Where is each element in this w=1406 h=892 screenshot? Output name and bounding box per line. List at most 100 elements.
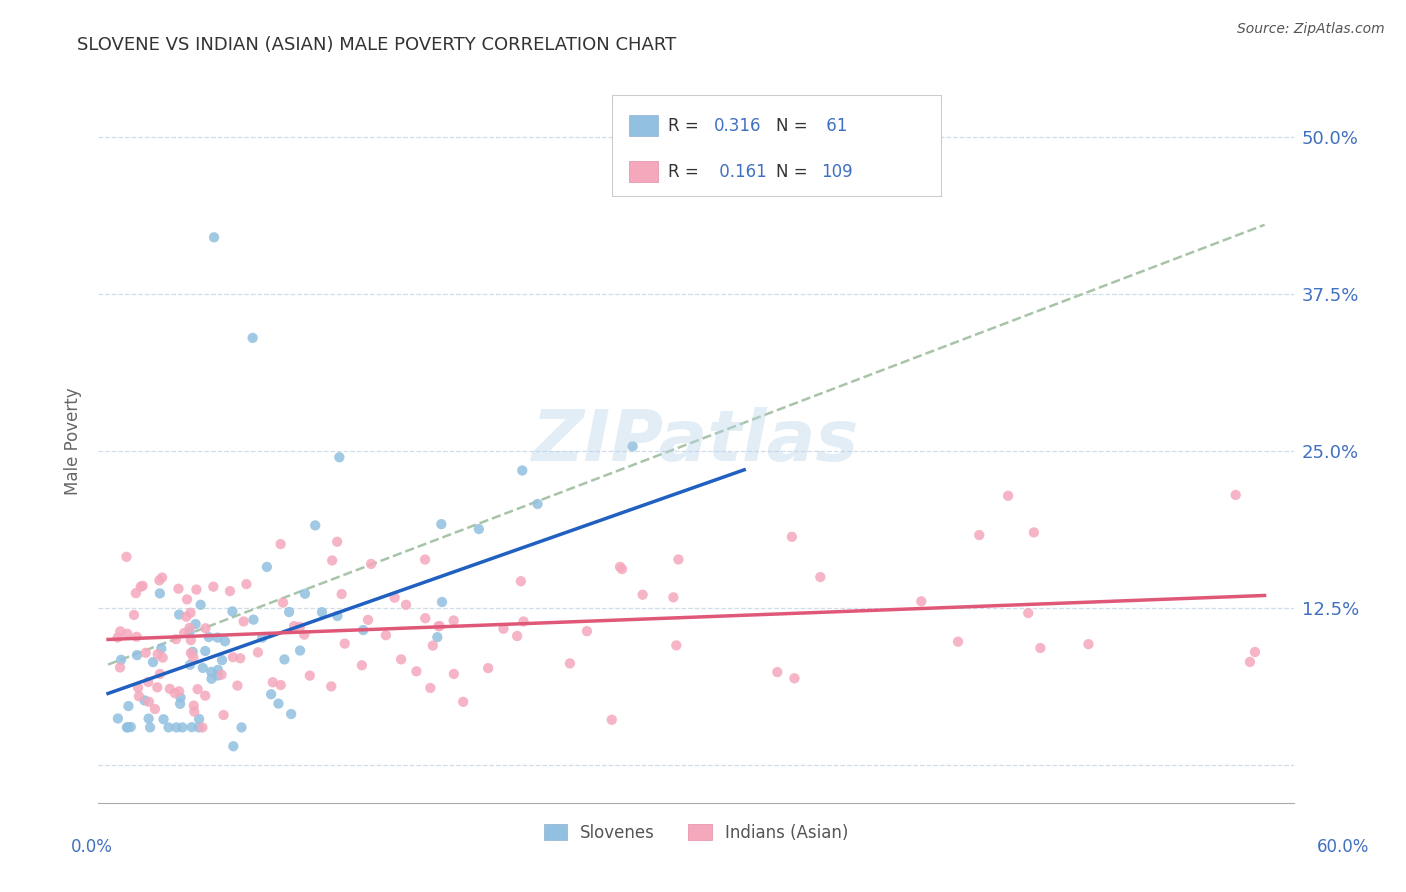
- Point: [149, 667, 172, 681]
- Point: [117, 699, 139, 714]
- Point: [621, 439, 644, 453]
- Point: [780, 530, 803, 544]
- Point: [1022, 525, 1045, 540]
- Point: [662, 591, 685, 605]
- Point: [304, 518, 326, 533]
- Point: [427, 619, 450, 633]
- Point: [443, 614, 465, 628]
- Point: [194, 689, 217, 703]
- Point: [283, 619, 305, 633]
- Point: [256, 560, 278, 574]
- Point: [134, 693, 156, 707]
- Point: [207, 663, 229, 677]
- Point: [946, 634, 969, 648]
- Text: N =: N =: [776, 163, 807, 181]
- Text: 0.161: 0.161: [714, 163, 766, 181]
- Point: [211, 667, 233, 681]
- Point: [468, 522, 491, 536]
- Point: [176, 592, 198, 607]
- Point: [149, 586, 172, 600]
- Point: [143, 702, 166, 716]
- Point: [190, 598, 212, 612]
- Point: [333, 636, 356, 650]
- Y-axis label: Male Poverty: Male Poverty: [65, 388, 83, 495]
- Point: [374, 628, 396, 642]
- Point: [526, 497, 548, 511]
- Text: SLOVENE VS INDIAN (ASIAN) MALE POVERTY CORRELATION CHART: SLOVENE VS INDIAN (ASIAN) MALE POVERTY C…: [77, 36, 676, 54]
- Text: 0.316: 0.316: [714, 118, 762, 136]
- Point: [169, 690, 191, 705]
- Point: [506, 629, 529, 643]
- Point: [271, 596, 294, 610]
- Point: [219, 584, 242, 599]
- Point: [430, 517, 453, 532]
- Point: [260, 687, 283, 701]
- Point: [194, 644, 217, 658]
- Point: [311, 605, 333, 619]
- Point: [360, 557, 382, 571]
- Point: [967, 528, 990, 542]
- Point: [389, 652, 412, 666]
- Point: [179, 657, 201, 672]
- Point: [184, 617, 207, 632]
- Point: [298, 668, 321, 682]
- Point: [110, 653, 132, 667]
- Point: [131, 579, 153, 593]
- Point: [110, 624, 132, 639]
- Point: [148, 574, 170, 588]
- Point: [179, 606, 201, 620]
- Point: [179, 621, 201, 635]
- Point: [207, 631, 229, 645]
- Point: [242, 331, 264, 345]
- Point: [142, 655, 165, 669]
- Point: [214, 634, 236, 648]
- Point: [288, 620, 311, 634]
- Text: 109: 109: [821, 163, 853, 181]
- Point: [270, 537, 292, 551]
- Point: [328, 450, 350, 465]
- Point: [157, 720, 180, 734]
- Point: [1029, 640, 1052, 655]
- Point: [180, 720, 202, 734]
- Point: [405, 665, 427, 679]
- Point: [194, 621, 217, 635]
- Point: [107, 631, 129, 645]
- Point: [152, 712, 174, 726]
- Text: R =: R =: [668, 118, 704, 136]
- Point: [159, 681, 181, 696]
- Point: [125, 630, 148, 644]
- Point: [292, 627, 315, 641]
- Text: ZIPatlas: ZIPatlas: [533, 407, 859, 476]
- Point: [395, 598, 418, 612]
- Point: [183, 698, 205, 713]
- Point: [200, 665, 222, 679]
- Point: [278, 605, 301, 619]
- Point: [222, 650, 245, 665]
- Point: [229, 651, 252, 665]
- Point: [910, 594, 932, 608]
- Point: [172, 720, 194, 734]
- Point: [350, 658, 373, 673]
- Point: [165, 632, 187, 647]
- Point: [180, 646, 202, 660]
- Point: [150, 570, 173, 584]
- Point: [150, 641, 173, 656]
- Text: R =: R =: [668, 163, 704, 181]
- Point: [165, 720, 187, 734]
- Point: [167, 582, 190, 596]
- Point: [129, 580, 152, 594]
- Point: [187, 720, 209, 734]
- Point: [1017, 606, 1039, 620]
- Point: [146, 647, 169, 661]
- Point: [115, 720, 138, 734]
- Point: [221, 604, 243, 618]
- Point: [766, 665, 789, 679]
- Point: [600, 713, 623, 727]
- Text: 60.0%: 60.0%: [1316, 838, 1369, 855]
- Point: [665, 639, 688, 653]
- Point: [422, 639, 444, 653]
- Point: [173, 626, 195, 640]
- Point: [509, 574, 531, 589]
- Point: [191, 661, 214, 675]
- Point: [321, 680, 343, 694]
